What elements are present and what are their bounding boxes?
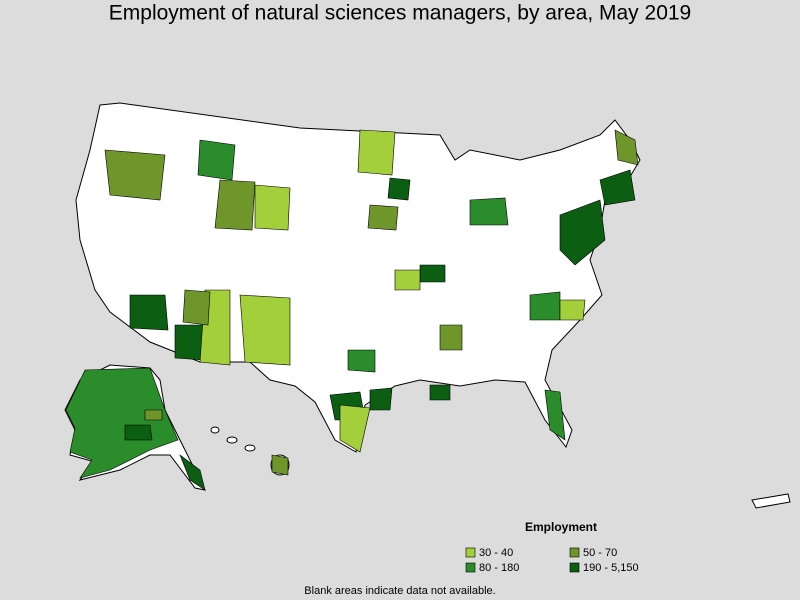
footnote: Blank areas indicate data not available. [304,585,495,597]
area [429,384,451,401]
legend-label: 80 - 180 [479,562,519,574]
map [64,102,791,509]
legend: Employment 30 - 40 50 - 70 80 - 180 190 - 5… [465,520,639,574]
area [182,289,211,326]
area [104,149,166,201]
legend-item: 80 - 180 [465,562,519,574]
area [129,294,169,331]
area [144,409,163,421]
area [419,264,446,283]
legend-label: 50 - 70 [583,547,617,559]
legend-item: 50 - 70 [569,547,617,559]
legend-item: 190 - 5,150 [569,562,639,574]
area [347,349,376,373]
legend-swatch [465,547,476,558]
legend-swatch [569,547,580,558]
area [559,299,586,321]
legend-swatch [569,562,580,573]
area [369,387,393,411]
area [614,129,639,166]
island [210,426,220,434]
map-title: Employment of natural sciences managers,… [109,2,691,25]
area [599,169,636,206]
area [197,139,236,181]
area [544,389,566,441]
legend-label: 190 - 5,150 [583,562,639,574]
area [271,454,289,476]
legend-item: 30 - 40 [465,547,513,559]
area [387,177,411,201]
legend-swatch [465,562,476,573]
area [239,294,291,366]
area [367,204,399,231]
puerto-rico [751,493,791,509]
areas [65,129,639,491]
area [394,269,421,291]
island [244,444,256,452]
area [124,424,153,441]
area [529,291,561,321]
area [179,454,206,491]
area [65,367,179,479]
area [254,184,291,231]
area [357,129,396,176]
area [559,199,606,266]
island [226,436,238,444]
area [339,404,371,453]
area [469,197,509,226]
area [214,179,256,231]
legend-label: 30 - 40 [479,547,513,559]
legend-title: Employment [525,520,597,534]
area [439,324,463,351]
